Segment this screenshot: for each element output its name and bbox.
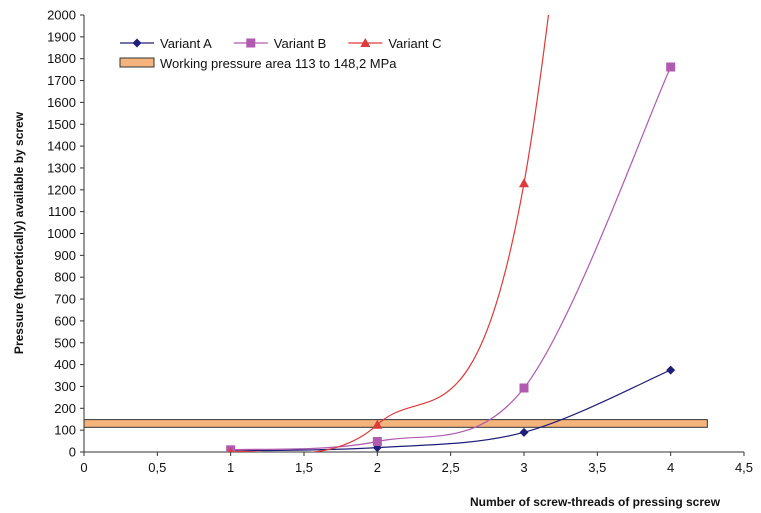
variant-b-point: [519, 383, 529, 393]
legend-marker: [246, 38, 256, 48]
y-tick-label: 1000: [47, 226, 76, 241]
y-tick-label: 500: [54, 335, 76, 350]
x-tick-label: 2,5: [442, 460, 460, 475]
y-tick-label: 0: [69, 445, 76, 460]
variant-a-point: [666, 365, 676, 375]
y-axis-title: Pressure (theoretically) available by sc…: [12, 111, 26, 354]
legend-band-swatch: [119, 57, 155, 68]
variant-b-point: [666, 62, 676, 72]
legend-band-label: Working pressure area 113 to 148,2 MPa: [160, 56, 397, 71]
y-tick-label: 1700: [47, 73, 76, 88]
x-tick-label: 0,5: [148, 460, 166, 475]
variant-c-point: [372, 419, 383, 429]
legend-item-band: Working pressure area 113 to 148,2 MPa: [119, 56, 397, 71]
y-tick-label: 1800: [47, 51, 76, 66]
y-tick-label: 1500: [47, 117, 76, 132]
y-tick-label: 1400: [47, 139, 76, 154]
x-tick-label: 4,5: [735, 460, 753, 475]
y-tick-label: 1200: [47, 182, 76, 197]
y-tick-label: 400: [54, 357, 76, 372]
y-tick-label: 700: [54, 292, 76, 307]
legend: Variant A Variant B Variant C Working press…: [119, 36, 442, 71]
x-tick-label: 2: [374, 460, 381, 475]
legend-item-variant-c: Variant C: [348, 36, 442, 51]
y-tick-label: 900: [54, 248, 76, 263]
y-tick-label: 200: [54, 401, 76, 416]
legend-label: Variant C: [388, 36, 441, 51]
y-tick-label: 300: [54, 379, 76, 394]
variant-a-point: [372, 443, 382, 452]
legend-item-variant-b: Variant B: [233, 36, 327, 51]
legend-item-variant-a: Variant A: [120, 36, 212, 51]
x-tick-label: 4: [667, 460, 674, 475]
axes: [80, 14, 745, 456]
x-tick-label: 1,5: [295, 460, 313, 475]
y-tick-label: 800: [54, 270, 76, 285]
legend-label: Variant B: [274, 36, 327, 51]
variant-a-point: [519, 427, 529, 437]
y-tick-label: 1300: [47, 160, 76, 175]
y-tick-label: 100: [54, 423, 76, 438]
y-tick-label: 600: [54, 313, 76, 328]
y-tick-label: 2000: [47, 8, 76, 23]
legend-marker: [360, 38, 371, 47]
legend-marker: [132, 38, 142, 48]
working-pressure-band-rect: [83, 419, 708, 428]
x-tick-label: 3,5: [588, 460, 606, 475]
x-tick-label: 0: [80, 460, 87, 475]
y-tick-label: 1900: [47, 29, 76, 44]
x-tick-label: 1: [227, 460, 234, 475]
series-markers: [226, 62, 676, 452]
tick-labels: 0100200300400500600700800900100011001200…: [47, 8, 753, 476]
legend-label: Variant A: [160, 36, 212, 51]
y-tick-label: 1600: [47, 95, 76, 110]
variant-c-point: [519, 178, 529, 188]
variant-c-point: [227, 447, 234, 452]
variant-b-line: [230, 66, 672, 451]
x-axis-title: Number of screw-threads of pressing scre…: [470, 495, 721, 509]
y-tick-label: 1100: [48, 204, 76, 219]
variant-b-point: [372, 437, 382, 447]
x-tick-label: 3: [520, 460, 527, 475]
working-pressure-band: [83, 419, 708, 428]
variant-a-line: [230, 369, 671, 452]
